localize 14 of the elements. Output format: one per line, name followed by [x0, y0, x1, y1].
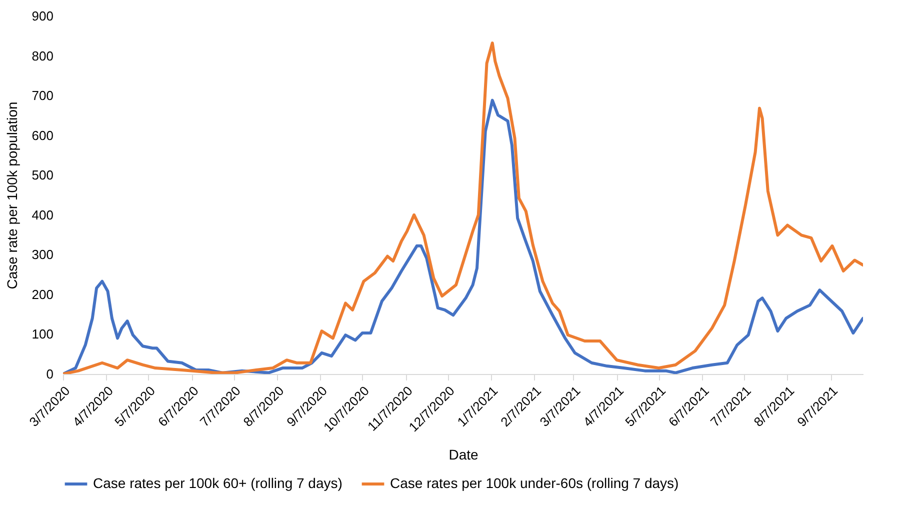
y-tick-label: 800 [32, 48, 54, 64]
y-tick-label: 700 [32, 88, 54, 104]
y-axis-title: Case rate per 100k population [4, 102, 20, 290]
y-tick-label: 500 [32, 168, 54, 183]
y-tick-label: 100 [32, 326, 54, 342]
y-tick-label: 400 [32, 207, 54, 222]
y-tick-label: 300 [32, 247, 54, 262]
legend-label: Case rates per 100k 60+ (rolling 7 days) [93, 475, 342, 491]
y-tick-label: 900 [32, 8, 54, 24]
legend-label: Case rates per 100k under-60s (rolling 7 days) [390, 475, 679, 491]
y-tick-label: 200 [32, 286, 54, 302]
y-tick-label: 600 [32, 128, 54, 143]
x-axis-title: Date [448, 446, 478, 463]
y-tick-label: 0 [46, 366, 54, 382]
